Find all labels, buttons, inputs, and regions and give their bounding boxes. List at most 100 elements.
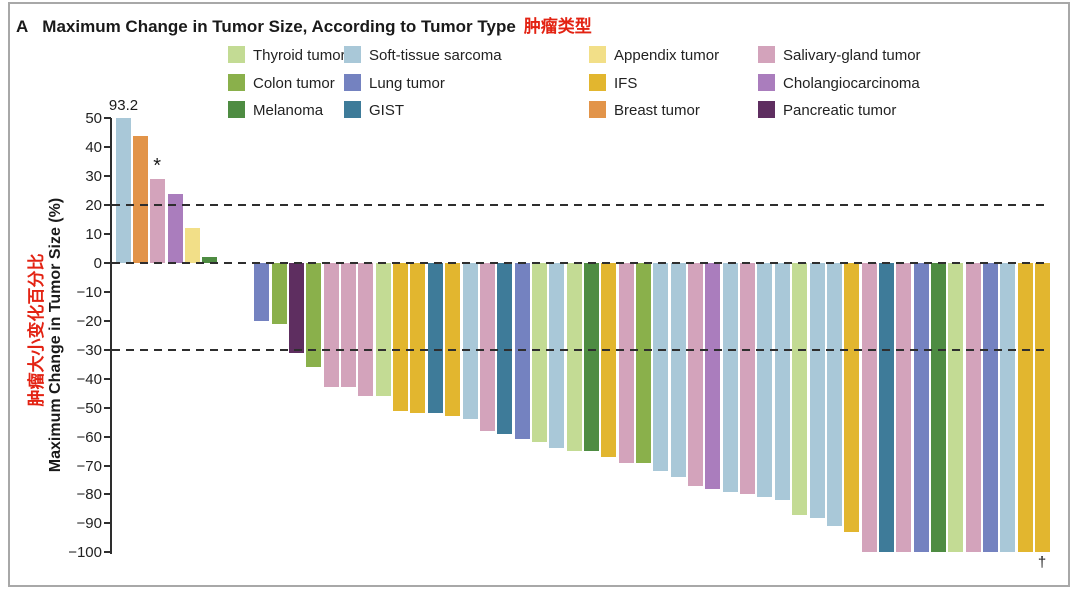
bar-salivary_gland_tumor bbox=[740, 263, 756, 495]
bar-soft_tissue_sarcoma bbox=[826, 263, 842, 527]
bar-colon_tumor bbox=[306, 263, 322, 368]
y-axis-tick-label: 40 bbox=[85, 139, 102, 157]
bar-soft_tissue_sarcoma bbox=[670, 263, 686, 478]
legend-label: Lung tumor bbox=[369, 75, 445, 92]
bar-gist bbox=[878, 263, 894, 553]
bar-salivary_gland_tumor bbox=[861, 263, 877, 553]
y-axis-tick-label: −60 bbox=[76, 428, 102, 446]
bar-thyroid_tumor bbox=[531, 263, 547, 443]
y-axis-tick-label: −100 bbox=[68, 544, 102, 562]
legend-swatch-icon bbox=[589, 101, 606, 118]
legend-label: Appendix tumor bbox=[614, 47, 720, 64]
y-axis-tick-label: −10 bbox=[76, 283, 102, 301]
bar-thyroid_tumor bbox=[566, 263, 582, 452]
bar-soft_tissue_sarcoma bbox=[462, 263, 478, 420]
y-axis-tick bbox=[104, 522, 111, 525]
y-axis-tick bbox=[104, 551, 111, 554]
y-axis-tick-label: 20 bbox=[85, 197, 102, 215]
y-axis-tick-label: 0 bbox=[93, 255, 102, 272]
y-axis-tick-label: −70 bbox=[76, 457, 102, 475]
y-axis-label-chinese: 肿瘤大小变化百分比 bbox=[27, 253, 46, 407]
figure-title-row: A Maximum Change in Tumor Size, According… bbox=[16, 12, 592, 37]
y-axis-tick-label: 30 bbox=[85, 168, 102, 186]
bar-gist bbox=[497, 263, 513, 434]
y-axis-tick bbox=[104, 204, 111, 207]
bar-ifs bbox=[445, 263, 461, 417]
y-axis-line bbox=[110, 118, 112, 555]
y-axis-tick-label: −80 bbox=[76, 486, 102, 504]
legend-swatch-icon bbox=[344, 46, 361, 63]
y-axis-tick bbox=[104, 117, 111, 120]
legend-swatch-icon bbox=[758, 74, 775, 91]
legend-label: Colon tumor bbox=[253, 75, 335, 92]
bar-salivary_gland_tumor bbox=[896, 263, 912, 553]
bar-soft_tissue_sarcoma bbox=[549, 263, 565, 449]
legend-label: Breast tumor bbox=[614, 102, 700, 119]
y-axis-tick bbox=[104, 233, 111, 236]
bar-melanoma bbox=[583, 263, 599, 452]
bar-pancreatic_tumor bbox=[289, 263, 304, 353]
bar-gist bbox=[427, 263, 443, 414]
y-axis-tick bbox=[104, 464, 111, 467]
bar-thyroid_tumor bbox=[948, 263, 964, 553]
bar-salivary_gland_tumor bbox=[323, 263, 339, 388]
dagger-annotation: † bbox=[1037, 554, 1047, 572]
y-axis-tick-label: −30 bbox=[76, 341, 102, 359]
bar-salivary_gland_tumor bbox=[479, 263, 495, 431]
bar-ifs bbox=[1017, 263, 1033, 553]
bar-salivary_gland_tumor bbox=[688, 263, 704, 486]
bar-cholangiocarcinoma bbox=[705, 263, 721, 489]
legend-swatch-icon bbox=[228, 101, 245, 118]
bar-ifs bbox=[393, 263, 409, 411]
figure-title-chinese: 肿瘤类型 bbox=[523, 17, 592, 36]
y-axis-tick-label: −50 bbox=[76, 399, 102, 417]
y-axis-tick-label: −20 bbox=[76, 312, 102, 330]
legend-label: IFS bbox=[614, 75, 638, 92]
y-axis-tick-label: −40 bbox=[76, 370, 102, 388]
bar-salivary_gland_tumor bbox=[358, 263, 374, 397]
bar-breast_tumor bbox=[132, 135, 148, 263]
legend-swatch-icon bbox=[228, 46, 245, 63]
y-axis-tick bbox=[104, 262, 111, 264]
y-axis-tick bbox=[104, 377, 111, 380]
bar-soft_tissue_sarcoma bbox=[774, 263, 790, 501]
legend-label: GIST bbox=[369, 102, 405, 119]
legend-label: Salivary-gland tumor bbox=[783, 47, 921, 64]
legend-swatch-icon bbox=[758, 101, 775, 118]
bar-ifs bbox=[601, 263, 617, 457]
bar-soft_tissue_sarcoma bbox=[757, 263, 773, 498]
bar-salivary_gland_tumor bbox=[150, 179, 166, 263]
bar-soft_tissue_sarcoma bbox=[115, 118, 131, 263]
legend-swatch-icon bbox=[228, 74, 245, 91]
bar-ifs bbox=[410, 263, 426, 414]
legend-label: Pancreatic tumor bbox=[783, 102, 897, 119]
reference-line--30 bbox=[112, 348, 1050, 351]
bar-lung_tumor bbox=[983, 263, 998, 553]
legend-label: Soft-tissue sarcoma bbox=[369, 47, 502, 64]
bar-salivary_gland_tumor bbox=[341, 263, 357, 388]
bar-colon_tumor bbox=[636, 263, 651, 463]
bar-salivary_gland_tumor bbox=[618, 263, 634, 463]
bar-ifs bbox=[844, 263, 860, 533]
bar-cholangiocarcinoma bbox=[167, 193, 183, 263]
y-axis-tick bbox=[104, 175, 111, 178]
panel-letter: A bbox=[16, 17, 29, 36]
legend-swatch-icon bbox=[589, 46, 606, 63]
y-axis-tick bbox=[104, 146, 111, 149]
bar-thyroid_tumor bbox=[792, 263, 808, 515]
bar-thyroid_tumor bbox=[375, 263, 391, 397]
bar-soft_tissue_sarcoma bbox=[1000, 263, 1016, 553]
reference-line-20 bbox=[112, 204, 1050, 207]
bar-lung_tumor bbox=[913, 263, 929, 553]
y-axis-tick bbox=[104, 348, 111, 351]
y-axis-tick bbox=[104, 290, 111, 293]
y-axis-tick bbox=[104, 406, 111, 409]
legend-label: Cholangiocarcinoma bbox=[783, 75, 920, 92]
truncated-value-label: 93.2 bbox=[108, 97, 139, 115]
legend-label: Melanoma bbox=[253, 102, 324, 119]
figure-title: Maximum Change in Tumor Size, According … bbox=[42, 17, 516, 36]
asterisk-annotation: * bbox=[153, 155, 162, 178]
legend-swatch-icon bbox=[589, 74, 606, 91]
bar-lung_tumor bbox=[514, 263, 530, 440]
